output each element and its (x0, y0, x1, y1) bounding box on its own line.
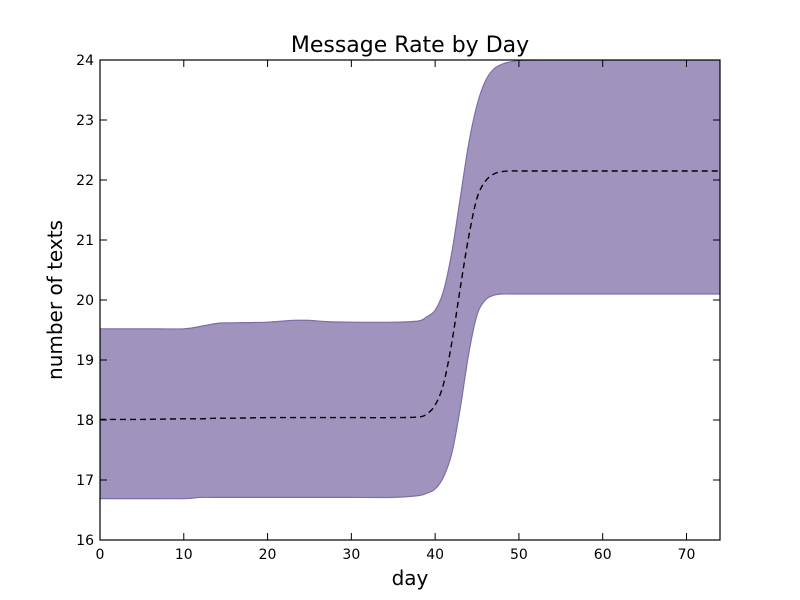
x-tick-label: 70 (678, 547, 696, 563)
y-tick-label: 17 (76, 473, 94, 489)
y-tick-label: 20 (76, 293, 94, 309)
y-tick-label: 16 (76, 533, 94, 549)
x-tick-label: 20 (259, 547, 277, 563)
confidence-band (100, 60, 720, 499)
y-axis-label: number of texts (43, 220, 67, 380)
y-tick-label: 23 (76, 113, 94, 129)
x-tick-label: 10 (175, 547, 193, 563)
x-tick-label: 30 (342, 547, 360, 563)
x-tick-label: 0 (96, 547, 105, 563)
y-tick-label: 19 (76, 353, 94, 369)
lower-bound-line (100, 293, 720, 500)
x-tick-label: 50 (510, 547, 528, 563)
y-tick-label: 24 (76, 53, 94, 69)
axis-ticks: 0 10 20 30 40 50 60 70 16 17 18 19 20 21 22 23 24 (76, 53, 720, 563)
mean-line (100, 170, 720, 421)
y-tick-label: 18 (76, 413, 94, 429)
plot-area (99, 59, 721, 541)
y-tick-label: 22 (76, 173, 94, 189)
y-tick-label: 21 (76, 233, 94, 249)
chart-title: Message Rate by Day (291, 33, 529, 58)
x-tick-label: 60 (594, 547, 612, 563)
x-axis-label: day (392, 566, 429, 590)
x-tick-label: 40 (426, 547, 444, 563)
upper-bound-line (100, 60, 720, 330)
